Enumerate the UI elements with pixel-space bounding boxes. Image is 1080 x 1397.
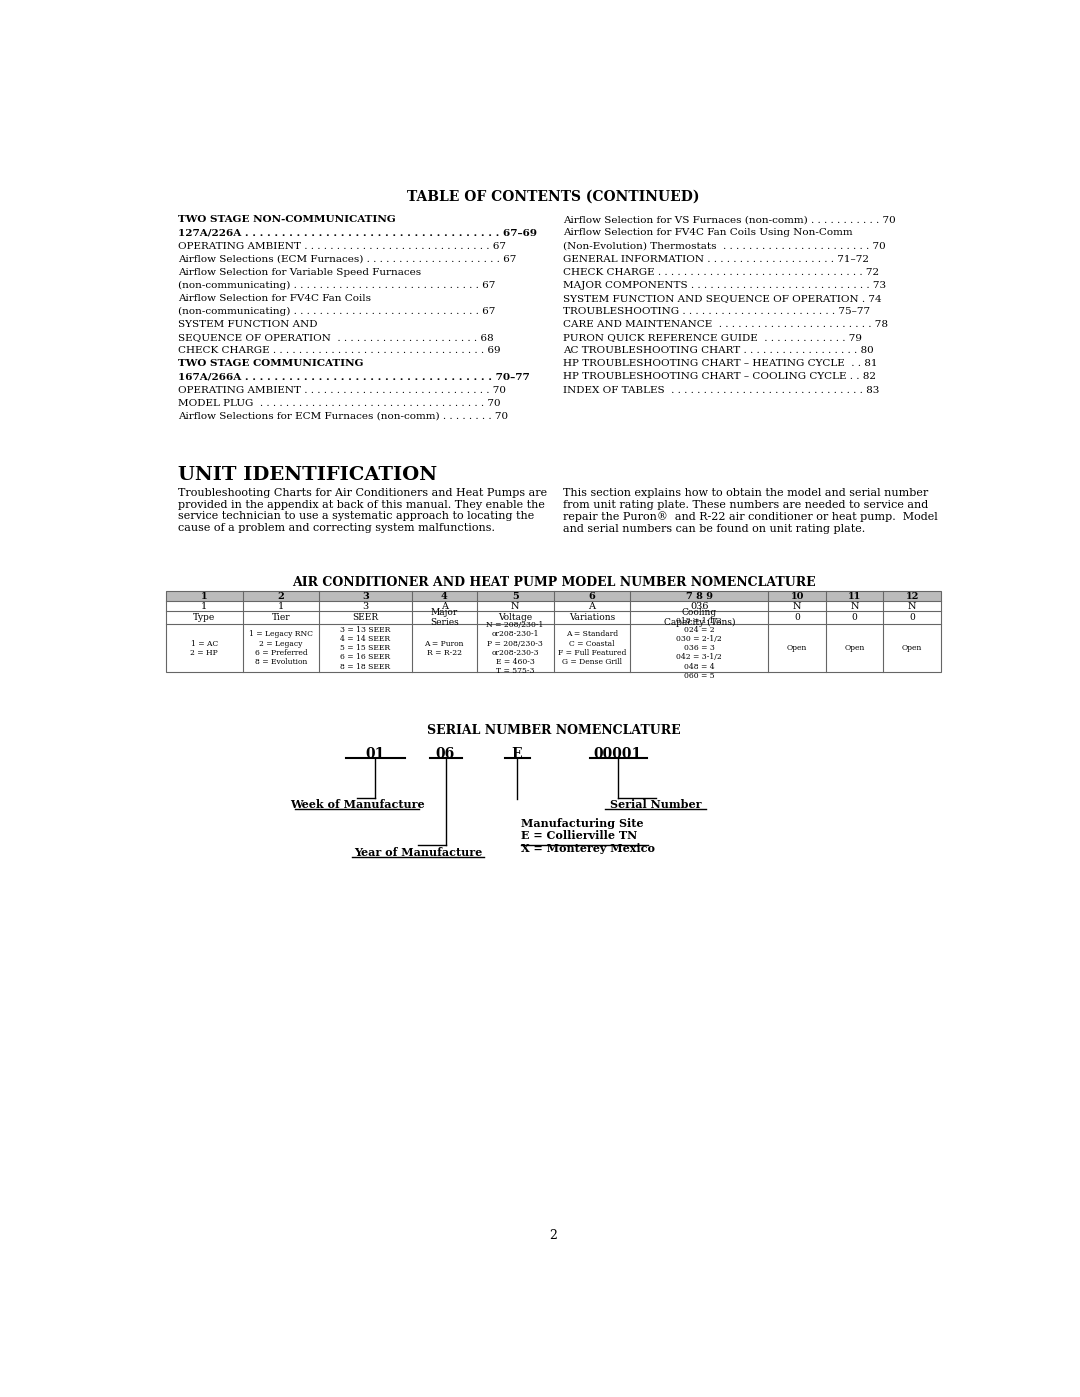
Text: AC TROUBLESHOOTING CHART . . . . . . . . . . . . . . . . . . 80: AC TROUBLESHOOTING CHART . . . . . . . .… — [563, 346, 874, 355]
Text: 2: 2 — [278, 592, 284, 601]
Bar — [166, 591, 941, 672]
Text: Serial Number: Serial Number — [610, 799, 702, 810]
Text: 167A/266A . . . . . . . . . . . . . . . . . . . . . . . . . . . . . . . . . . 70: 167A/266A . . . . . . . . . . . . . . . … — [177, 373, 529, 381]
Text: UNIT IDENTIFICATION: UNIT IDENTIFICATION — [177, 467, 436, 485]
Text: 00001: 00001 — [593, 746, 642, 761]
Text: SYSTEM FUNCTION AND SEQUENCE OF OPERATION . 74: SYSTEM FUNCTION AND SEQUENCE OF OPERATIO… — [563, 293, 881, 303]
Text: Week of Manufacture: Week of Manufacture — [291, 799, 424, 810]
Text: (Non-Evolution) Thermostats  . . . . . . . . . . . . . . . . . . . . . . . 70: (Non-Evolution) Thermostats . . . . . . … — [563, 242, 886, 250]
Text: 018 = 1-1/2
024 = 2
030 = 2-1/2
036 = 3
042 = 3-1/2
048 = 4
060 = 5: 018 = 1-1/2 024 = 2 030 = 2-1/2 036 = 3 … — [676, 616, 723, 680]
Text: A = Puron
R = R-22: A = Puron R = R-22 — [424, 640, 464, 657]
Text: A: A — [441, 602, 447, 610]
Text: Open: Open — [787, 644, 808, 652]
Text: Manufacturing Site
E = Collierville TN
X = Monterey Mexico: Manufacturing Site E = Collierville TN X… — [522, 817, 656, 854]
Text: Airflow Selections (ECM Furnaces) . . . . . . . . . . . . . . . . . . . . . 67: Airflow Selections (ECM Furnaces) . . . … — [177, 254, 516, 264]
Text: Cooling
Capacity (Tons): Cooling Capacity (Tons) — [663, 608, 735, 627]
Text: Variations: Variations — [569, 613, 615, 622]
Text: SYSTEM FUNCTION AND: SYSTEM FUNCTION AND — [177, 320, 318, 330]
Text: This section explains how to obtain the model and serial number
from unit rating: This section explains how to obtain the … — [563, 488, 937, 534]
Text: INDEX OF TABLES  . . . . . . . . . . . . . . . . . . . . . . . . . . . . . . 83: INDEX OF TABLES . . . . . . . . . . . . … — [563, 386, 879, 394]
Text: N: N — [850, 602, 859, 610]
Text: AIR CONDITIONER AND HEAT PUMP MODEL NUMBER NOMENCLATURE: AIR CONDITIONER AND HEAT PUMP MODEL NUMB… — [292, 576, 815, 588]
Text: N: N — [511, 602, 519, 610]
Text: HP TROUBLESHOOTING CHART – HEATING CYCLE  . . 81: HP TROUBLESHOOTING CHART – HEATING CYCLE… — [563, 359, 877, 369]
Text: MODEL PLUG  . . . . . . . . . . . . . . . . . . . . . . . . . . . . . . . . . . : MODEL PLUG . . . . . . . . . . . . . . .… — [177, 398, 500, 408]
Text: (non-communicating) . . . . . . . . . . . . . . . . . . . . . . . . . . . . . 67: (non-communicating) . . . . . . . . . . … — [177, 281, 495, 291]
Text: 01: 01 — [365, 746, 384, 761]
Text: Airflow Selection for Variable Speed Furnaces: Airflow Selection for Variable Speed Fur… — [177, 268, 421, 277]
Text: Troubleshooting Charts for Air Conditioners and Heat Pumps are
provided in the a: Troubleshooting Charts for Air Condition… — [177, 488, 546, 532]
Text: SEER: SEER — [352, 613, 379, 622]
Text: PURON QUICK REFERENCE GUIDE  . . . . . . . . . . . . . 79: PURON QUICK REFERENCE GUIDE . . . . . . … — [563, 334, 862, 342]
Text: OPERATING AMBIENT . . . . . . . . . . . . . . . . . . . . . . . . . . . . . 70: OPERATING AMBIENT . . . . . . . . . . . … — [177, 386, 505, 394]
Text: 0: 0 — [852, 613, 858, 622]
Text: 3: 3 — [362, 592, 369, 601]
Text: 7 8 9: 7 8 9 — [686, 592, 713, 601]
Text: 6: 6 — [589, 592, 595, 601]
Text: OPERATING AMBIENT . . . . . . . . . . . . . . . . . . . . . . . . . . . . . 67: OPERATING AMBIENT . . . . . . . . . . . … — [177, 242, 505, 250]
Text: N: N — [793, 602, 801, 610]
Text: Airflow Selection for FV4C Fan Coils: Airflow Selection for FV4C Fan Coils — [177, 293, 370, 303]
Text: 5: 5 — [512, 592, 518, 601]
Text: Year of Manufacture: Year of Manufacture — [354, 847, 482, 858]
Text: SEQUENCE OF OPERATION  . . . . . . . . . . . . . . . . . . . . . . 68: SEQUENCE OF OPERATION . . . . . . . . . … — [177, 334, 494, 342]
Text: 12: 12 — [905, 592, 919, 601]
Text: 1 = AC
2 = HP: 1 = AC 2 = HP — [190, 640, 218, 657]
Text: Voltage: Voltage — [498, 613, 532, 622]
Text: SERIAL NUMBER NOMENCLATURE: SERIAL NUMBER NOMENCLATURE — [427, 724, 680, 736]
Text: Open: Open — [902, 644, 922, 652]
Text: TWO STAGE NON-COMMUNICATING: TWO STAGE NON-COMMUNICATING — [177, 215, 395, 225]
Text: 0: 0 — [909, 613, 915, 622]
Text: CHECK CHARGE . . . . . . . . . . . . . . . . . . . . . . . . . . . . . . . . 72: CHECK CHARGE . . . . . . . . . . . . . .… — [563, 268, 879, 277]
Text: CARE AND MAINTENANCE  . . . . . . . . . . . . . . . . . . . . . . . . 78: CARE AND MAINTENANCE . . . . . . . . . .… — [563, 320, 888, 330]
Text: CHECK CHARGE . . . . . . . . . . . . . . . . . . . . . . . . . . . . . . . . . 6: CHECK CHARGE . . . . . . . . . . . . . .… — [177, 346, 500, 355]
Text: 036: 036 — [690, 602, 708, 610]
Text: Airflow Selections for ECM Furnaces (non-comm) . . . . . . . . 70: Airflow Selections for ECM Furnaces (non… — [177, 412, 508, 420]
Text: GENERAL INFORMATION . . . . . . . . . . . . . . . . . . . . 71–72: GENERAL INFORMATION . . . . . . . . . . … — [563, 254, 868, 264]
Text: E: E — [511, 746, 522, 761]
Text: 1: 1 — [201, 592, 207, 601]
Text: 06: 06 — [435, 746, 455, 761]
Text: TROUBLESHOOTING . . . . . . . . . . . . . . . . . . . . . . . . 75–77: TROUBLESHOOTING . . . . . . . . . . . . … — [563, 307, 869, 316]
Text: 0: 0 — [794, 613, 800, 622]
Text: Open: Open — [845, 644, 865, 652]
Text: 2: 2 — [550, 1229, 557, 1242]
Text: A = Standard
C = Coastal
F = Full Featured
G = Dense Grill: A = Standard C = Coastal F = Full Featur… — [557, 630, 626, 666]
Text: HP TROUBLESHOOTING CHART – COOLING CYCLE . . 82: HP TROUBLESHOOTING CHART – COOLING CYCLE… — [563, 373, 876, 381]
Text: 1: 1 — [278, 602, 284, 610]
Text: 1: 1 — [201, 602, 207, 610]
Text: TWO STAGE COMMUNICATING: TWO STAGE COMMUNICATING — [177, 359, 363, 369]
Text: 10: 10 — [791, 592, 804, 601]
Bar — [166, 591, 941, 601]
Text: 4: 4 — [441, 592, 447, 601]
Text: 3: 3 — [363, 602, 368, 610]
Text: Type: Type — [193, 613, 216, 622]
Text: 11: 11 — [848, 592, 862, 601]
Text: 3 = 13 SEER
4 = 14 SEER
5 = 15 SEER
6 = 16 SEER
8 = 18 SEER: 3 = 13 SEER 4 = 14 SEER 5 = 15 SEER 6 = … — [340, 626, 391, 671]
Text: 1 = Legacy RNC
2 = Legacy
6 = Preferred
8 = Evolution: 1 = Legacy RNC 2 = Legacy 6 = Preferred … — [249, 630, 313, 666]
Text: 127A/226A . . . . . . . . . . . . . . . . . . . . . . . . . . . . . . . . . . . : 127A/226A . . . . . . . . . . . . . . . … — [177, 229, 537, 237]
Text: TABLE OF CONTENTS (CONTINUED): TABLE OF CONTENTS (CONTINUED) — [407, 189, 700, 203]
Text: A: A — [589, 602, 595, 610]
Text: Tier: Tier — [272, 613, 291, 622]
Text: N = 208/230-1
or208-230-1
P = 208/230-3
or208-230-3
E = 460-3
T = 575-3: N = 208/230-1 or208-230-1 P = 208/230-3 … — [486, 622, 544, 675]
Text: N: N — [908, 602, 917, 610]
Text: Airflow Selection for FV4C Fan Coils Using Non-Comm: Airflow Selection for FV4C Fan Coils Usi… — [563, 229, 852, 237]
Text: Major
Series: Major Series — [430, 608, 459, 627]
Text: Airflow Selection for VS Furnaces (non-comm) . . . . . . . . . . . 70: Airflow Selection for VS Furnaces (non-c… — [563, 215, 895, 225]
Text: (non-communicating) . . . . . . . . . . . . . . . . . . . . . . . . . . . . . 67: (non-communicating) . . . . . . . . . . … — [177, 307, 495, 316]
Text: MAJOR COMPONENTS . . . . . . . . . . . . . . . . . . . . . . . . . . . . 73: MAJOR COMPONENTS . . . . . . . . . . . .… — [563, 281, 886, 289]
